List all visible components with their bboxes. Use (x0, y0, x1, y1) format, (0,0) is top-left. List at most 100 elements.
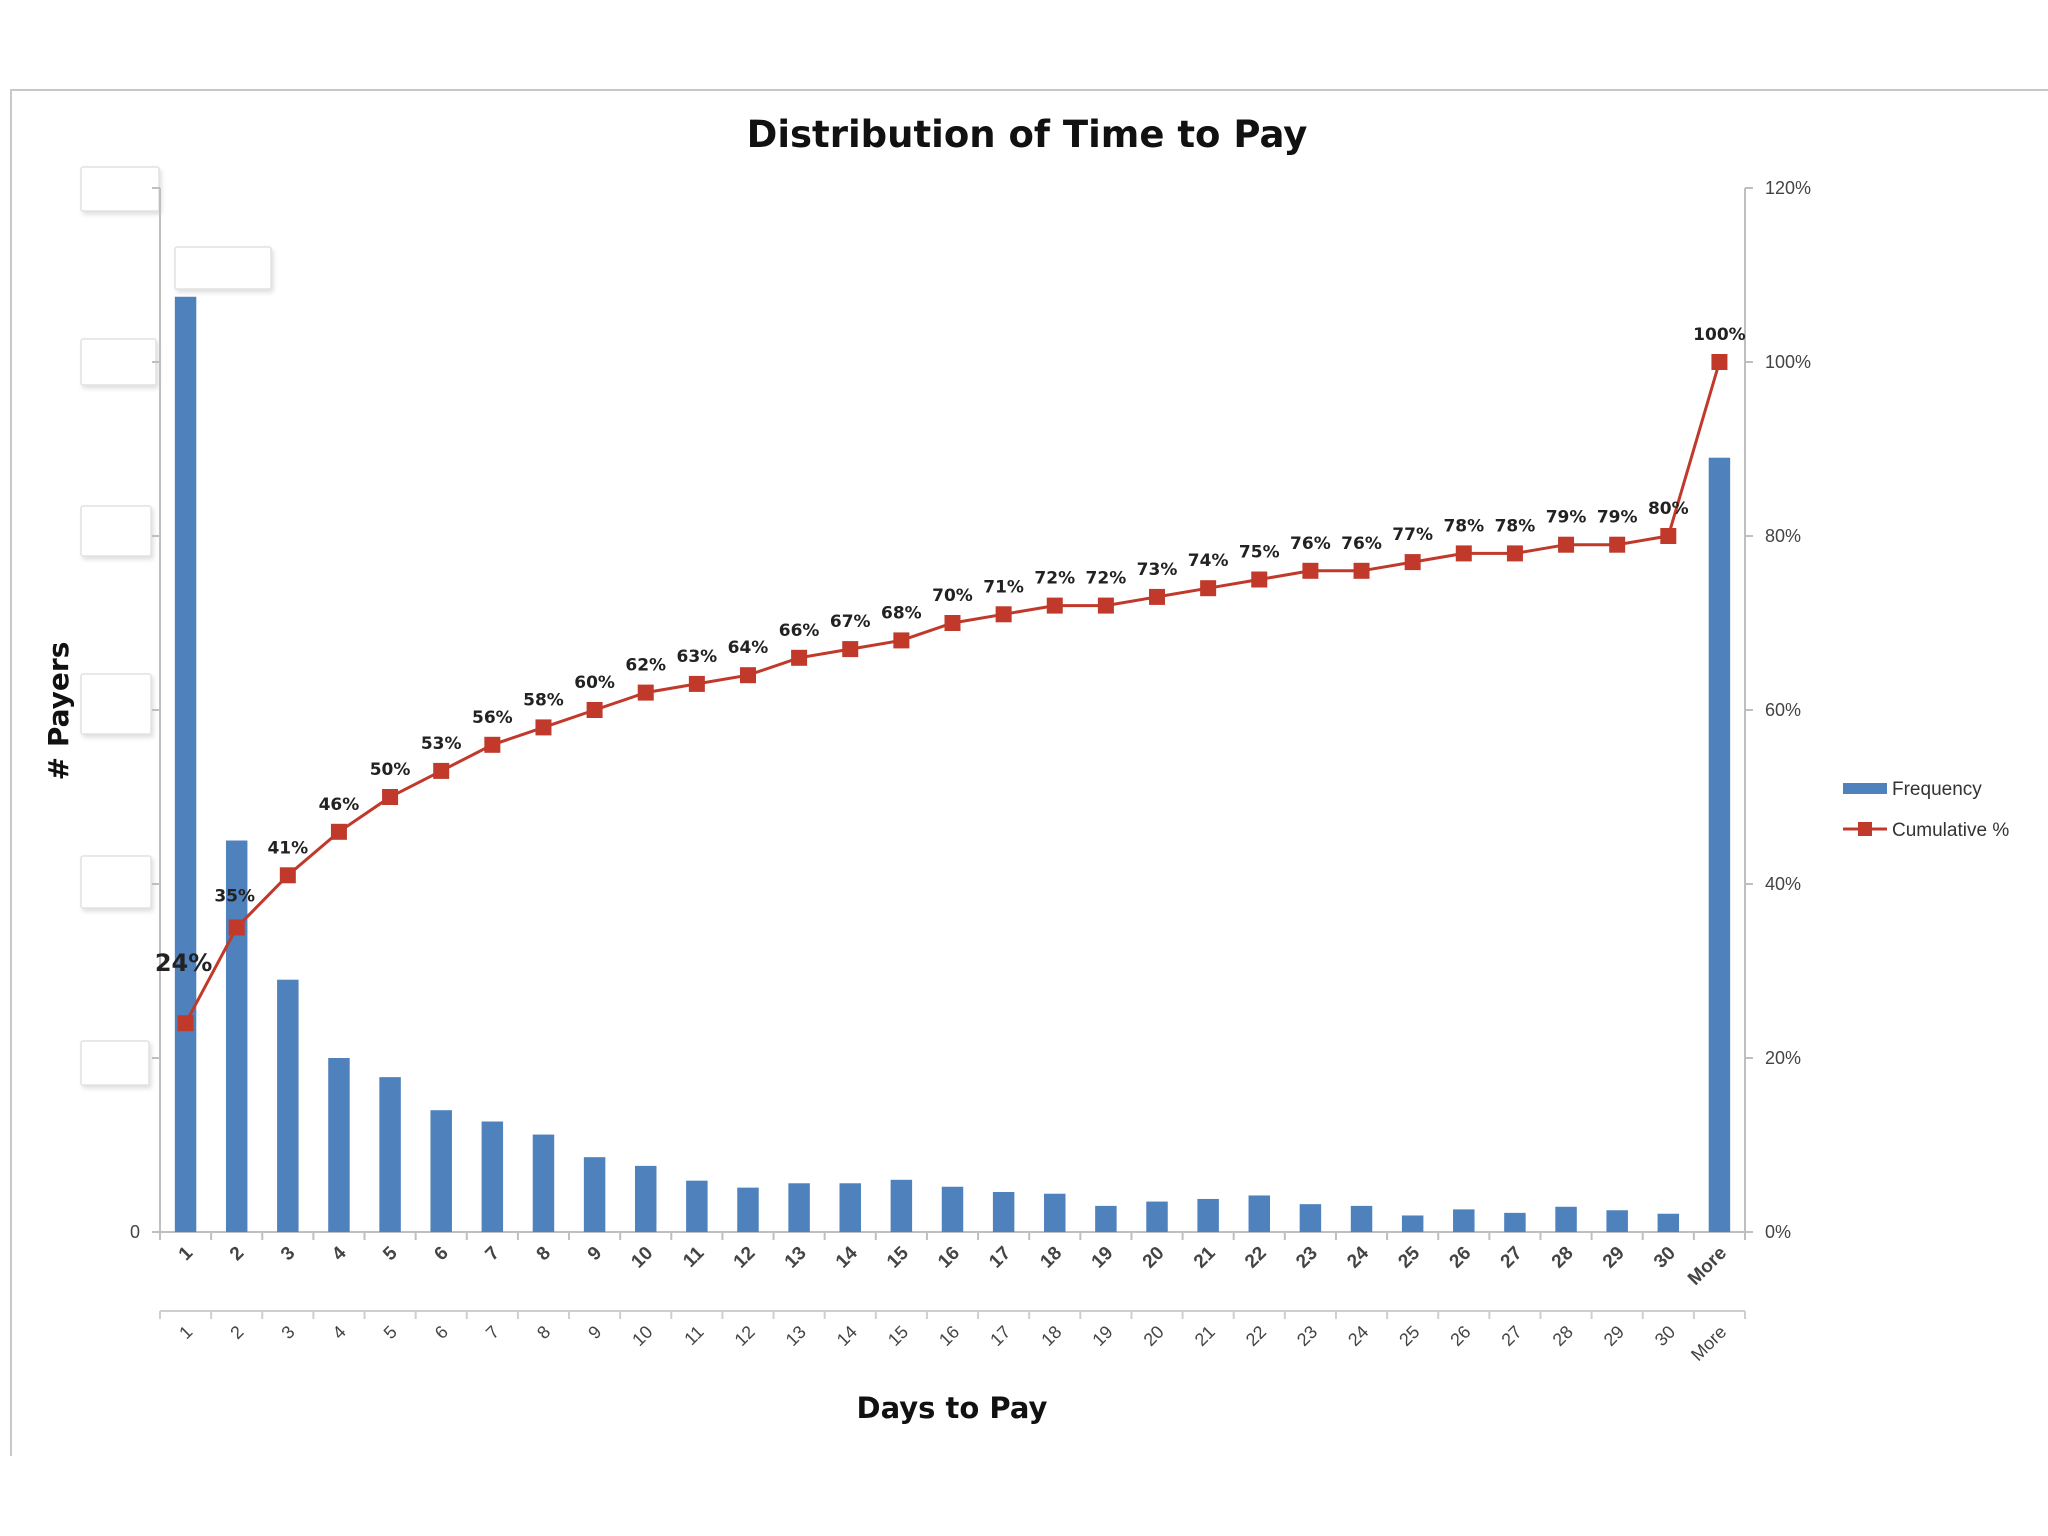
cumulative-marker (1711, 354, 1728, 370)
legend-cumulative-marker (1858, 822, 1872, 836)
redaction-box (80, 1040, 150, 1086)
x-tick-label: 29 (1599, 1243, 1629, 1273)
frequency-bar (890, 1179, 913, 1232)
x-tick-label-secondary: 5 (380, 1322, 401, 1343)
cumulative-marker (1200, 580, 1217, 597)
cumulative-marker (433, 762, 450, 779)
x-tick-label-secondary: 23 (1293, 1322, 1321, 1350)
x-tick-label-secondary: 18 (1037, 1322, 1065, 1350)
x-tick-label-secondary: 2 (226, 1322, 247, 1343)
redaction-box (80, 505, 152, 557)
legend-frequency-label: Frequency (1892, 779, 1982, 800)
x-tick-label: 25 (1394, 1242, 1424, 1272)
frequency-bar (1350, 1205, 1373, 1232)
x-tick-label: 2 (226, 1243, 248, 1265)
x-tick-label-secondary: 30 (1651, 1322, 1679, 1350)
cumulative-marker (842, 641, 859, 658)
legend-cumulative-label: Cumulative % (1892, 820, 2009, 841)
cumulative-data-label: 24% (155, 949, 212, 977)
cumulative-data-label: 46% (319, 795, 360, 815)
cumulative-marker (1404, 554, 1421, 571)
secondary-y-tick-label: 80% (1765, 526, 1801, 546)
frequency-bar (1708, 457, 1731, 1232)
cumulative-marker (586, 702, 603, 718)
cumulative-marker (1455, 545, 1472, 562)
cumulative-line-group: 24% 35% 41% 46% 50% 53% 56% 58% 60% 62% 63% 64% 66% 6… (155, 325, 1746, 1032)
x-tick-label-secondary: 24 (1344, 1322, 1372, 1350)
chart-title: Distribution of Time to Pay (747, 113, 1308, 156)
x-tick-label-secondary: 25 (1395, 1322, 1423, 1350)
frequency-bar (737, 1187, 759, 1232)
frequency-bar (174, 296, 197, 1232)
x-tick-label-secondary: 17 (986, 1322, 1014, 1350)
x-tick-label: 13 (781, 1243, 811, 1273)
cumulative-data-label: 72% (1034, 569, 1075, 589)
cumulative-data-label: 76% (1290, 534, 1331, 554)
x-tick-label-secondary: 7 (482, 1322, 503, 1343)
x-tick-label-secondary: 27 (1497, 1322, 1525, 1350)
frequency-bar (941, 1186, 964, 1232)
frequency-bar (1504, 1212, 1526, 1232)
cumulative-marker (1097, 597, 1114, 614)
x-tick-label-secondary: 13 (782, 1322, 810, 1350)
secondary-y-tick-label: 100% (1765, 352, 1811, 372)
pareto-chart: Distribution of Time to Pay 0 0% 20% 40% 60%… (42, 113, 2009, 1425)
x-tick-label-secondary: 14 (833, 1322, 861, 1350)
x-tick-label: 1 (175, 1242, 198, 1265)
cumulative-data-label: 58% (523, 690, 564, 710)
x-tick-label-secondary: 22 (1242, 1322, 1270, 1350)
cumulative-marker (1660, 528, 1677, 544)
x-tick-label: 19 (1088, 1243, 1118, 1273)
legend-frequency-swatch (1843, 783, 1887, 794)
y-label-redactions (80, 166, 272, 1086)
cumulative-marker (1302, 562, 1319, 579)
frequency-bar (686, 1180, 708, 1232)
frequency-bar (379, 1077, 401, 1232)
frequency-bar (328, 1058, 350, 1232)
x-tick-label: 8 (533, 1243, 555, 1265)
frequency-bar (992, 1191, 1015, 1232)
x-tick-label-secondary: 16 (935, 1322, 963, 1350)
x-tick-label: 10 (627, 1243, 657, 1273)
frequency-bar (634, 1165, 657, 1232)
cumulative-data-label: 70% (932, 586, 973, 606)
cumulative-marker (177, 1015, 194, 1032)
cumulative-marker (279, 867, 296, 884)
frequency-bars (174, 296, 1731, 1232)
cumulative-data-label: 75% (1239, 543, 1280, 563)
frequency-bar (1248, 1195, 1271, 1232)
cumulative-data-label: 62% (625, 656, 666, 676)
secondary-y-tick-label: 60% (1765, 700, 1801, 720)
x-tick-labels: 1122334455667788991010111112121313141415… (175, 1242, 1731, 1364)
x-tick-label: 4 (328, 1242, 351, 1265)
x-tick-label: 23 (1292, 1243, 1322, 1273)
x-tick-label-secondary: 20 (1140, 1322, 1168, 1350)
cumulative-marker (1609, 536, 1626, 553)
x-tick-label: 21 (1190, 1242, 1220, 1272)
cumulative-data-label: 100% (1693, 325, 1746, 345)
x-tick-label: 6 (430, 1243, 452, 1265)
cumulative-data-label: 79% (1597, 508, 1638, 528)
x-tick-label-secondary: 6 (431, 1322, 452, 1343)
x-tick-label-secondary: 15 (884, 1322, 912, 1350)
x-tick-label: 14 (832, 1242, 862, 1272)
cumulative-data-label: 72% (1086, 569, 1127, 589)
cumulative-marker (1506, 545, 1523, 562)
x-tick-label-secondary: 21 (1191, 1322, 1219, 1350)
cumulative-marker (688, 675, 705, 692)
cumulative-line (184, 361, 1721, 1024)
cumulative-marker (1251, 571, 1268, 588)
cumulative-data-label: 71% (983, 577, 1024, 597)
redaction-box (80, 338, 157, 386)
cumulative-marker (484, 736, 501, 753)
cumulative-marker (791, 649, 808, 666)
frequency-bar (1146, 1201, 1168, 1232)
x-tick-label-secondary: 26 (1446, 1322, 1474, 1350)
legend: Frequency Cumulative % (1843, 779, 2009, 841)
x-tick-label: 7 (482, 1243, 504, 1265)
cumulative-data-label: 73% (1137, 560, 1178, 580)
cumulative-data-label: 78% (1495, 516, 1536, 536)
cumulative-marker (535, 719, 552, 736)
x-axis-title: Days to Pay (857, 1391, 1048, 1425)
x-tick-label: More (1684, 1243, 1731, 1290)
